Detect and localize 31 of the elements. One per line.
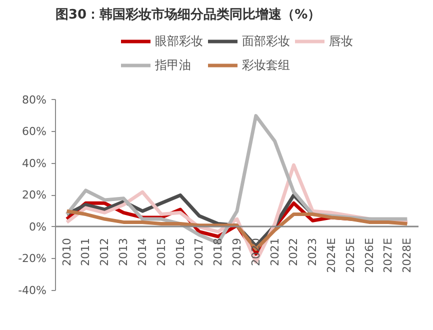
x-tick-label: 2022 <box>287 238 300 266</box>
y-tick-label: 40% <box>22 156 47 170</box>
y-tick-label: 0% <box>29 220 46 234</box>
x-tick-label: 2016 <box>174 238 187 266</box>
y-tick-label: -40% <box>18 284 47 297</box>
x-tick-label: 2010 <box>60 238 74 266</box>
legend-label: 彩妆套组 <box>242 56 290 74</box>
x-tick-label: 2014 <box>136 238 149 266</box>
x-tick-label: 2028E <box>400 238 414 273</box>
x-tick-label: 2019 <box>230 238 244 266</box>
y-tick-label: 80% <box>22 93 47 106</box>
x-tick-label: 2011 <box>79 238 92 266</box>
y-tick-label: -20% <box>18 252 47 266</box>
chart-title: 图30：韩国彩妆市场细分品类同比增速（%） <box>56 6 321 22</box>
x-tick-label: 2015 <box>154 238 168 266</box>
x-tick-label: 2017 <box>192 238 206 266</box>
x-tick-label: 2012 <box>98 238 112 266</box>
legend-label: 眼部彩妆 <box>155 32 203 50</box>
legend-label: 唇妆 <box>329 32 353 50</box>
y-tick-label: 60% <box>22 125 47 138</box>
x-tick-label: 2024E <box>325 238 338 273</box>
x-tick-label: 2018 <box>212 238 225 266</box>
x-tick-label: 2025E <box>344 238 357 273</box>
legend-label: 指甲油 <box>155 56 191 74</box>
x-tick-label: 2023 <box>306 238 320 266</box>
y-tick-label: 20% <box>22 188 47 202</box>
legend-label: 面部彩妆 <box>242 32 290 50</box>
x-tick-label: 2013 <box>117 238 130 266</box>
x-tick-label: 2026E <box>362 238 376 273</box>
x-tick-label: 2027E <box>382 238 395 273</box>
x-tick-label: 2021 <box>268 238 282 266</box>
